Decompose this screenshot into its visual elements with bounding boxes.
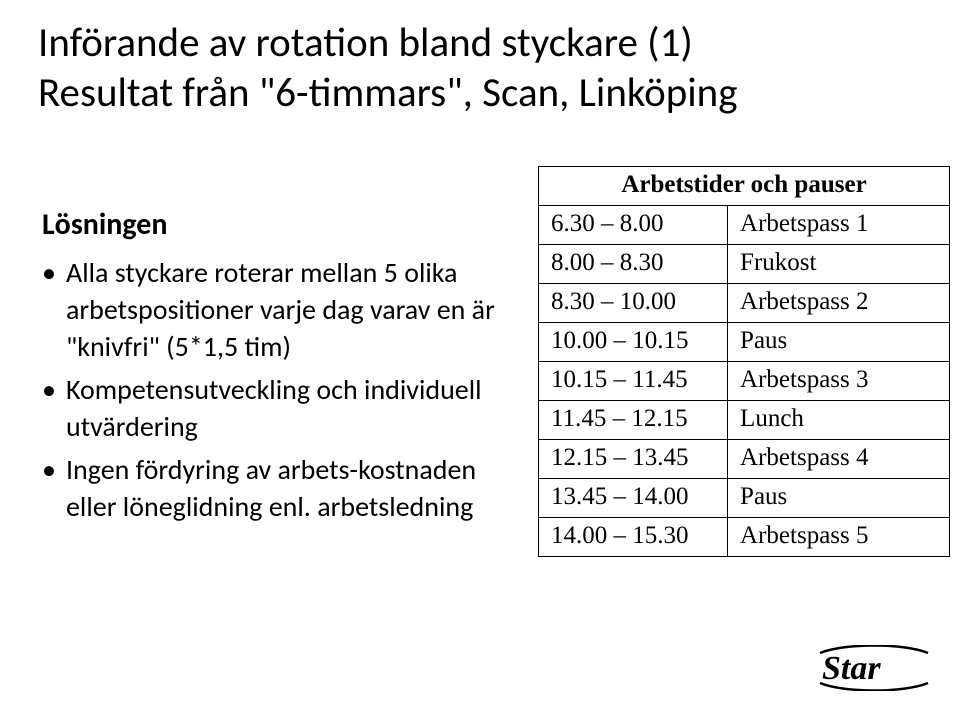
cell-label: Arbetspass 4 bbox=[728, 440, 950, 479]
left-column: Lösningen Alla styckare roterar mellan 5… bbox=[38, 146, 518, 532]
cell-time: 11.45 – 12.15 bbox=[539, 401, 728, 440]
star-logo: Star bbox=[814, 645, 934, 691]
table-row: 10.00 – 10.15 Paus bbox=[539, 323, 950, 362]
table-header: Arbetstider och pauser bbox=[539, 167, 950, 206]
cell-time: 8.00 – 8.30 bbox=[539, 245, 728, 284]
table-row: 14.00 – 15.30 Arbetspass 5 bbox=[539, 518, 950, 557]
subheading: Lösningen bbox=[42, 206, 508, 243]
star-logo-icon: Star bbox=[814, 645, 934, 691]
right-column: Arbetstider och pauser 6.30 – 8.00 Arbet… bbox=[538, 166, 950, 557]
cell-time: 8.30 – 10.00 bbox=[539, 284, 728, 323]
cell-label: Paus bbox=[728, 323, 950, 362]
table-row: 11.45 – 12.15 Lunch bbox=[539, 401, 950, 440]
cell-label: Arbetspass 3 bbox=[728, 362, 950, 401]
table-row: 6.30 – 8.00 Arbetspass 1 bbox=[539, 206, 950, 245]
table-row: 8.30 – 10.00 Arbetspass 2 bbox=[539, 284, 950, 323]
bullet-text: Ingen fördyring av arbets-kostnaden elle… bbox=[66, 452, 476, 524]
cell-label: Paus bbox=[728, 479, 950, 518]
bullet-text: Alla styckare roterar mellan 5 olika arb… bbox=[66, 255, 495, 364]
cell-label: Arbetspass 1 bbox=[728, 206, 950, 245]
cell-time: 10.15 – 11.45 bbox=[539, 362, 728, 401]
cell-time: 14.00 – 15.30 bbox=[539, 518, 728, 557]
table-header-row: Arbetstider och pauser bbox=[539, 167, 950, 206]
cell-time: 12.15 – 13.45 bbox=[539, 440, 728, 479]
cell-time: 6.30 – 8.00 bbox=[539, 206, 728, 245]
cell-label: Lunch bbox=[728, 401, 950, 440]
bullet-item: Ingen fördyring av arbets-kostnaden elle… bbox=[38, 452, 508, 526]
table-body: 6.30 – 8.00 Arbetspass 1 8.00 – 8.30 Fru… bbox=[539, 206, 950, 557]
cell-time: 13.45 – 14.00 bbox=[539, 479, 728, 518]
schedule-table: Arbetstider och pauser 6.30 – 8.00 Arbet… bbox=[538, 166, 950, 557]
slide-title: Införande av rotation bland styckare (1)… bbox=[38, 18, 932, 118]
cell-label: Arbetspass 2 bbox=[728, 284, 950, 323]
cell-label: Frukost bbox=[728, 245, 950, 284]
bullet-item: Kompetensutveckling och individuell utvä… bbox=[38, 372, 508, 446]
table-row: 12.15 – 13.45 Arbetspass 4 bbox=[539, 440, 950, 479]
cell-label: Arbetspass 5 bbox=[728, 518, 950, 557]
content-row: Lösningen Alla styckare roterar mellan 5… bbox=[38, 146, 932, 557]
bullet-item: Alla styckare roterar mellan 5 olika arb… bbox=[38, 255, 508, 366]
slide: Införande av rotation bland styckare (1)… bbox=[0, 0, 960, 709]
bullet-text: Kompetensutveckling och individuell utvä… bbox=[66, 372, 482, 444]
table-row: 10.15 – 11.45 Arbetspass 3 bbox=[539, 362, 950, 401]
bullet-list: Alla styckare roterar mellan 5 olika arb… bbox=[38, 255, 508, 526]
logo-text: Star bbox=[822, 650, 881, 687]
cell-time: 10.00 – 10.15 bbox=[539, 323, 728, 362]
table-row: 13.45 – 14.00 Paus bbox=[539, 479, 950, 518]
title-line-2: Resultat från "6-timmars", Scan, Linköpi… bbox=[38, 68, 738, 118]
table-row: 8.00 – 8.30 Frukost bbox=[539, 245, 950, 284]
title-line-1: Införande av rotation bland styckare (1) bbox=[38, 18, 693, 68]
